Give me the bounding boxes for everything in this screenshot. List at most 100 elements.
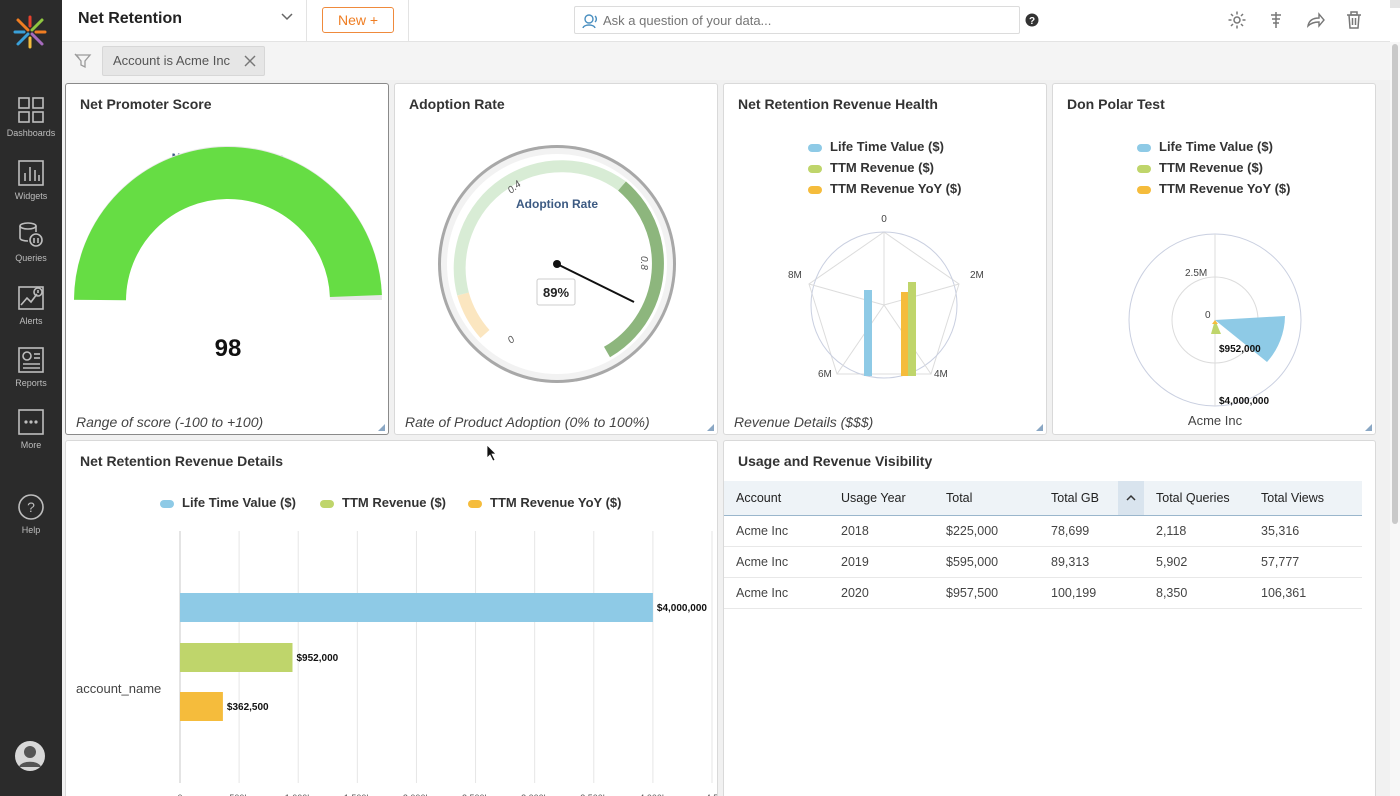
sidebar-item-label: Help [21,525,41,535]
mouse-cursor-icon [486,444,497,462]
radar-axis-label: 6M [818,369,832,380]
nps-value: 98 [215,335,242,362]
sidebar-item-label: More [20,440,42,450]
legend-label: TTM Revenue ($) [1159,160,1264,175]
widget-net-promoter-score[interactable]: Net Promoter Score Net Promoter Score 98… [65,83,389,435]
horizontal-bar-chart: $4,000,000 $952,000 $362,500 0 500k 1,000k 1,… [76,531,717,796]
voice-assistant-icon [582,14,597,29]
sort-toggle[interactable] [1118,481,1144,515]
ask-question-input[interactable] [603,10,1003,30]
legend-item-yoy[interactable]: TTM Revenue YoY ($) [468,495,621,510]
widget-net-retention-revenue-health[interactable]: Net Retention Revenue Health Life Time V… [723,83,1047,435]
table-cell: Acme Inc [724,515,829,547]
legend-swatch [808,185,822,194]
radar-grid [808,231,960,375]
table-row[interactable]: Acme Inc 2020 $957,500 100,199 8,350 106… [724,577,1362,609]
legend-swatch [160,499,174,508]
header-divider [408,0,409,42]
sidebar-item-reports[interactable]: Reports [0,346,62,404]
page-scrollbar[interactable] [1390,42,1400,796]
radar-bar-yoy [901,292,908,376]
table-cell: 2019 [829,546,934,578]
dashboard-title[interactable]: Net Retention [78,10,182,27]
x-tick-label: 2,000k [403,793,431,796]
sidebar-item-dashboards[interactable]: Dashboards [0,96,62,154]
resize-handle-icon[interactable] [378,424,385,431]
gear-icon[interactable] [1227,10,1247,30]
legend-item-ltv[interactable]: Life Time Value ($) [808,139,944,154]
legend-label: TTM Revenue YoY ($) [1159,181,1291,196]
column-header-total-views[interactable]: Total Views [1249,481,1362,516]
legend-label: TTM Revenue ($) [342,495,447,510]
table-cell: 78,699 [1039,515,1144,547]
bar-ttm[interactable] [180,643,293,672]
bar-yoy[interactable] [180,692,223,721]
table-cell: $957,500 [934,577,1039,609]
trash-icon[interactable] [1344,10,1364,30]
sidebar-item-more[interactable]: More [0,408,62,466]
scrollbar-thumb[interactable] [1392,44,1398,524]
table-cell: Acme Inc [724,546,829,578]
column-header-total-queries[interactable]: Total Queries [1144,481,1249,516]
sidebar-item-queries[interactable]: Queries [0,221,62,279]
ask-question-box[interactable] [574,6,1020,34]
bar-ltv[interactable] [180,593,653,622]
sidebar-item-alerts[interactable]: Alerts [0,284,62,342]
legend-item-ttm[interactable]: TTM Revenue ($) [1137,160,1263,175]
legend-swatch [468,499,482,508]
widget-net-retention-revenue-details[interactable]: Net Retention Revenue Details Life Time … [65,440,718,796]
question-help-icon[interactable]: ? [1025,13,1039,27]
legend-label: Life Time Value ($) [182,495,296,510]
legend-item-yoy[interactable]: TTM Revenue YoY ($) [808,181,961,196]
widgets-icon [18,160,44,186]
widget-don-polar-test[interactable]: Don Polar Test Life Time Value ($) TTM R… [1052,83,1376,435]
svg-text:?: ? [1029,16,1035,27]
sidebar-item-label: Reports [15,378,47,388]
filter-chip[interactable]: Account is Acme Inc [102,46,266,76]
legend-item-ttm[interactable]: TTM Revenue ($) [808,160,934,175]
legend-item-ttm[interactable]: TTM Revenue ($) [320,495,446,510]
column-header-total[interactable]: Total [934,481,1039,516]
bar-data-label: $952,000 [297,653,339,664]
table-row[interactable]: Acme Inc 2019 $595,000 89,313 5,902 57,7… [724,546,1362,578]
x-tick-label: 4,000k [639,793,667,796]
column-header-total-gb[interactable]: Total GB [1039,481,1144,516]
column-header-usage-year[interactable]: Usage Year [829,481,934,516]
legend-item-ltv[interactable]: Life Time Value ($) [1137,139,1273,154]
sidebar-item-widgets[interactable]: Widgets [0,159,62,217]
table-cell: 2018 [829,515,934,547]
filter-funnel-icon[interactable] [1266,10,1286,30]
resize-handle-icon[interactable] [707,424,714,431]
chevron-down-icon[interactable] [280,10,294,24]
legend-swatch [1137,185,1151,194]
bar-data-label: $4,000,000 [657,603,707,614]
user-avatar[interactable] [14,740,46,772]
legend-label: TTM Revenue ($) [830,160,935,175]
sidebar-item-help[interactable]: ? Help [0,493,62,551]
widget-title: Adoption Rate [409,96,505,112]
widget-footer: Rate of Product Adoption (0% to 100%) [405,414,650,430]
column-header-account[interactable]: Account [724,481,829,516]
legend-item-yoy[interactable]: TTM Revenue YoY ($) [1137,181,1290,196]
sidebar-item-label: Alerts [19,316,43,326]
widget-adoption-rate[interactable]: Adoption Rate Adoption Rate 0 0.4 0.8 89… [394,83,718,435]
table-row[interactable]: Acme Inc 2018 $225,000 78,699 2,118 35,3… [724,515,1362,547]
legend-item-ltv[interactable]: Life Time Value ($) [160,495,296,510]
sidebar-item-label: Widgets [14,191,48,201]
x-tick-label: 3,500k [580,793,608,796]
widget-usage-and-revenue-visibility[interactable]: Usage and Revenue Visibility Account Usa… [723,440,1376,796]
header-divider [306,0,307,42]
share-icon[interactable] [1305,10,1325,30]
app-logo[interactable] [12,14,48,50]
polar-slice-ltv [1215,316,1285,362]
new-button[interactable]: New + [322,7,394,33]
table-cell: 5,902 [1144,546,1249,578]
column-header-label: Total GB [1051,490,1099,505]
x-tick-label: 1,500k [344,793,372,796]
sidebar: Dashboards Widgets Queries Alerts Report… [0,0,62,796]
filter-icon[interactable] [74,52,92,70]
resize-handle-icon[interactable] [1365,424,1372,431]
resize-handle-icon[interactable] [1036,424,1043,431]
close-icon[interactable] [244,55,256,67]
